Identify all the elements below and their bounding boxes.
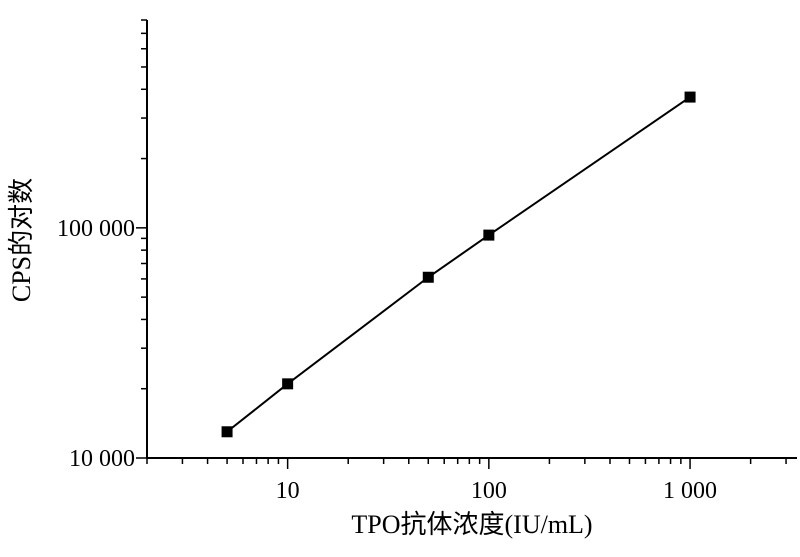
data-point: [483, 229, 495, 241]
y-axis-title: CPS的对数: [7, 178, 36, 302]
data-point: [684, 91, 696, 103]
y-tick-label: 100 000: [57, 216, 135, 242]
x-tick-label: 10: [276, 478, 300, 504]
x-axis-title: TPO抗体浓度(IU/mL): [351, 510, 592, 539]
y-tick-label: 10 000: [69, 446, 135, 472]
series-line: [226, 96, 691, 433]
major-ticks: [136, 227, 691, 469]
data-point: [221, 426, 233, 438]
data-point: [282, 378, 294, 390]
x-tick-labels: 10 100 1 000: [276, 478, 717, 504]
x-tick-label: 100: [471, 478, 507, 504]
y-tick-labels: 10 000 100 000: [57, 216, 135, 472]
minor-ticks: [141, 19, 787, 464]
series: [221, 91, 696, 438]
x-tick-label: 1 000: [663, 478, 717, 504]
data-point: [422, 271, 434, 283]
